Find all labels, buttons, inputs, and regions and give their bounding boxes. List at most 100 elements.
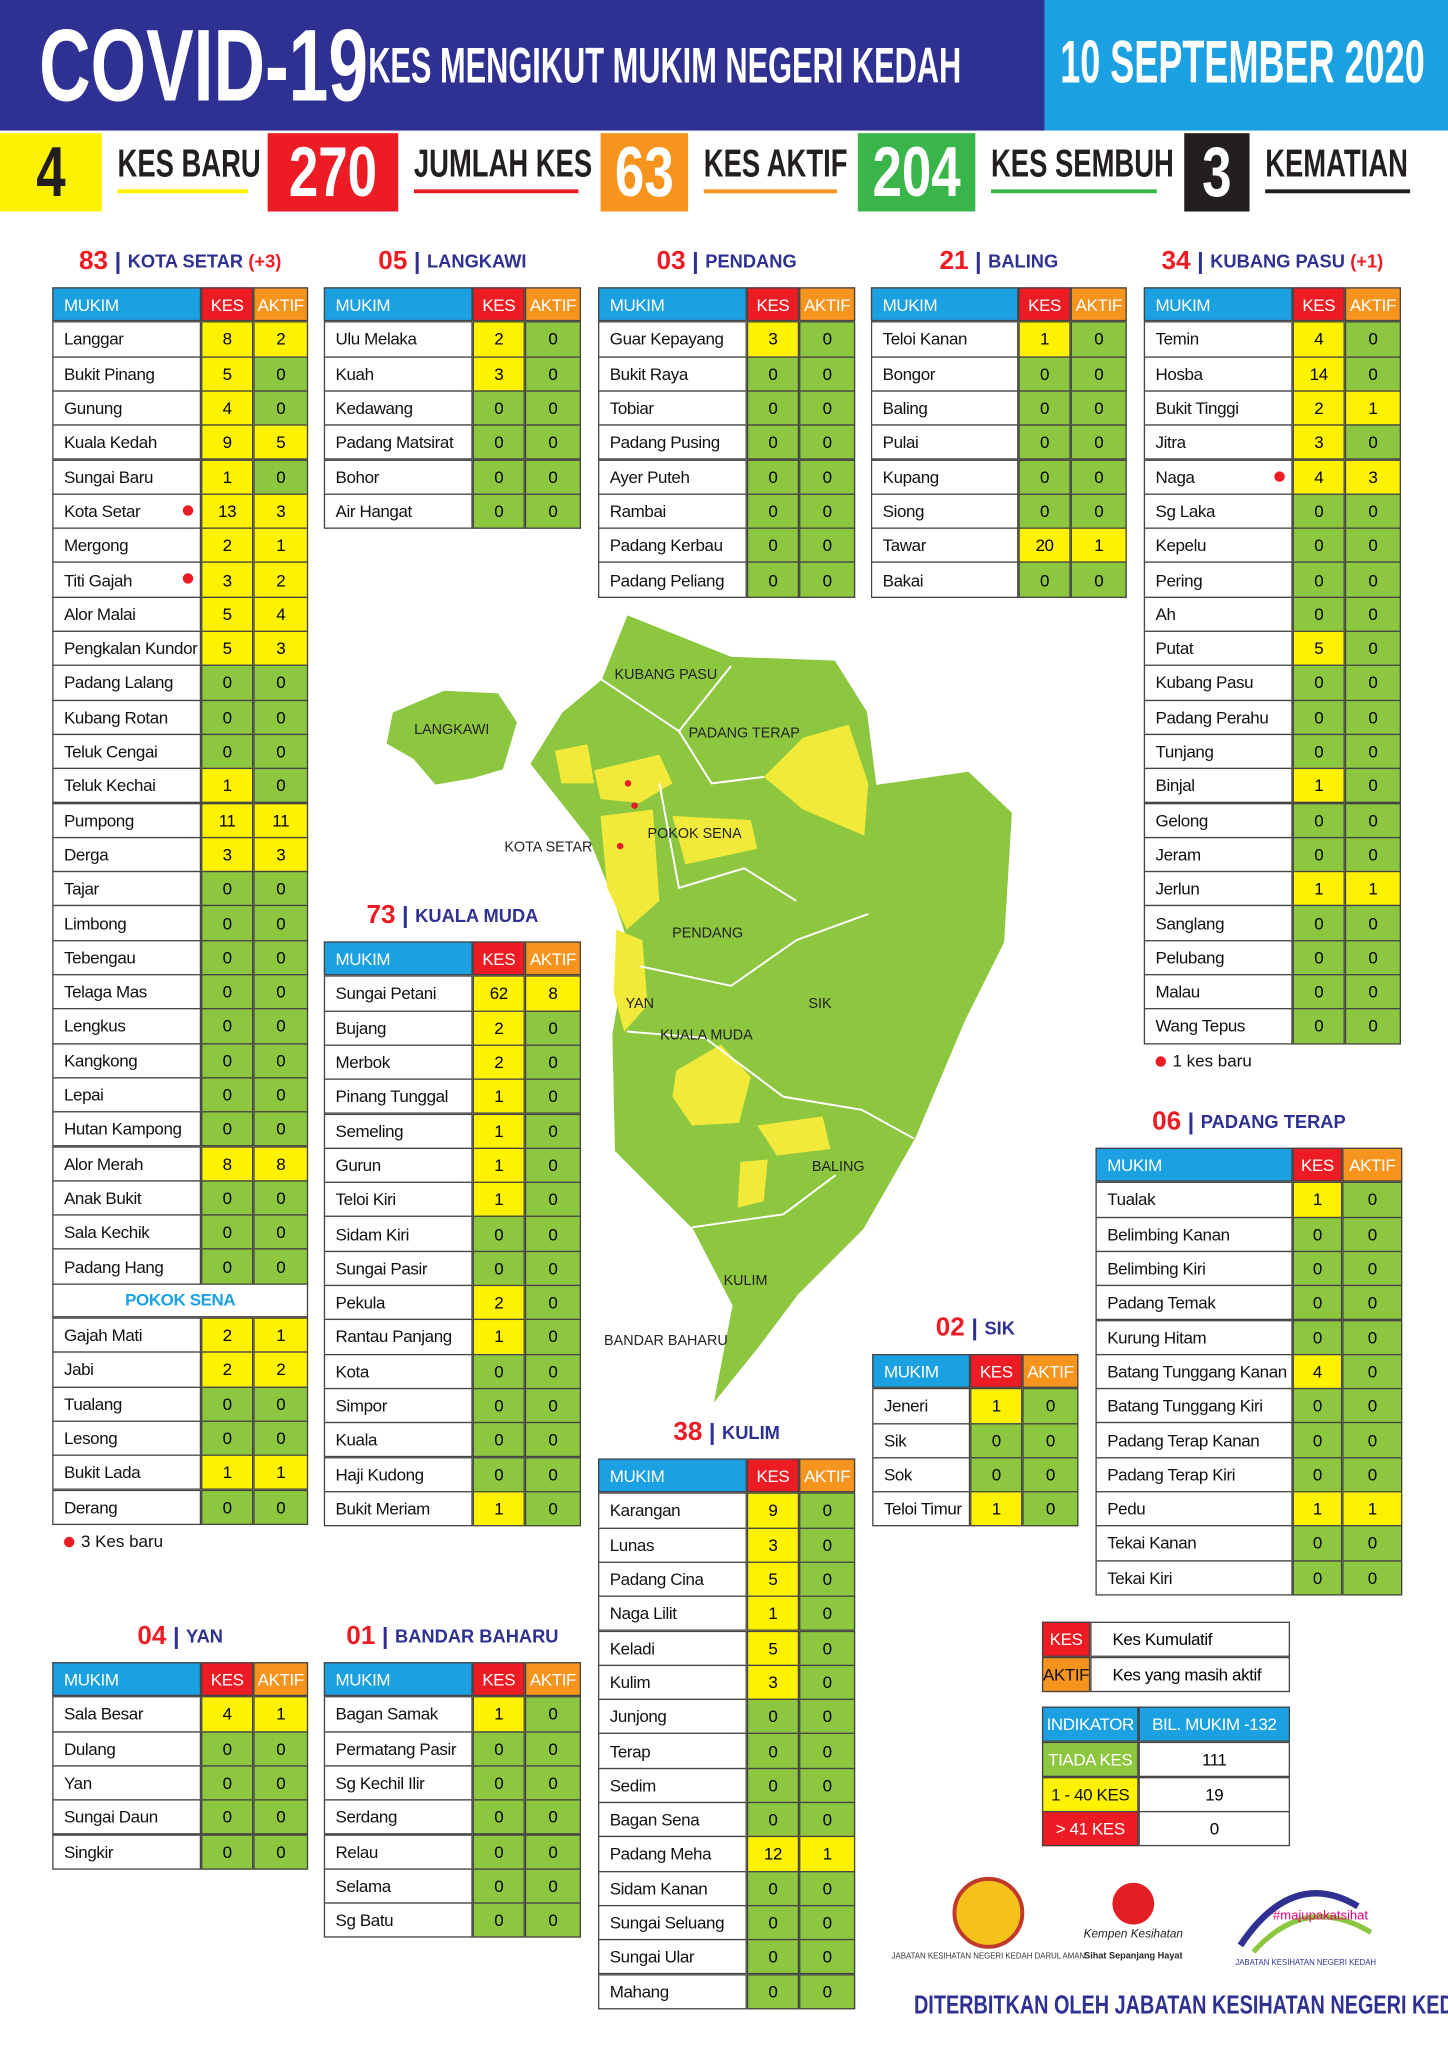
kes-cell: 1	[472, 1319, 525, 1355]
mukim-name: Kubang Pasu	[1143, 664, 1293, 701]
aktif-cell: 1	[1344, 871, 1401, 907]
aktif-cell: 2	[253, 561, 309, 598]
aktif-cell: 11	[253, 802, 309, 838]
aktif-cell: 0	[253, 733, 309, 770]
separator: |	[708, 1418, 716, 1445]
mukim-name: Sungai Pasir	[323, 1250, 473, 1287]
kes-cell: 0	[201, 1077, 254, 1113]
kes-cell: 0	[201, 1111, 254, 1148]
mukim-name: Baling	[870, 390, 1019, 426]
kes-cell: 1	[472, 1696, 525, 1733]
mukim-name: Naga Lilit	[598, 1595, 747, 1632]
case-dot	[631, 802, 638, 809]
mukim-name: Teluk Kechai	[52, 767, 202, 804]
col-header: AKTIF	[799, 1458, 856, 1493]
mukim-name: Bukit Lada	[52, 1454, 202, 1491]
mukim-name: Belimbing Kanan	[1095, 1216, 1293, 1253]
aktif-cell: 0	[1344, 939, 1401, 976]
mukim-name: Tekai Kanan	[1095, 1525, 1293, 1562]
kes-cell: 0	[1292, 733, 1345, 770]
footer: DITERBITKAN OLEH JABATAN KESIHATAN NEGER…	[913, 1991, 1448, 2020]
logo-text: Kempen Kesihatan	[1084, 1928, 1183, 1941]
kes-cell: 0	[201, 664, 254, 701]
mukim-name: Padang Terap Kanan	[1095, 1422, 1293, 1459]
aktif-cell: 0	[1342, 1285, 1403, 1321]
subtitle: KES MENGIKUT MUKIM NEGERI KEDAH	[368, 39, 962, 95]
kes-cell: 12	[746, 1836, 800, 1872]
mukim-name: Temin	[1143, 321, 1293, 358]
aktif-cell: 0	[799, 1492, 856, 1529]
kes-cell: 0	[472, 493, 525, 529]
map-label: BALING	[812, 1159, 865, 1175]
indicator-value: 19	[1138, 1776, 1291, 1812]
mukim-name: Padang Terap Kiri	[1095, 1456, 1293, 1493]
mukim-name: Pelubang	[1143, 939, 1293, 976]
mukim-name: Serdang	[323, 1799, 473, 1836]
district-count: 01	[346, 1621, 376, 1650]
aktif-cell: 0	[1344, 664, 1401, 701]
aktif-cell: 0	[524, 1422, 582, 1458]
kes-cell: 0	[746, 424, 800, 461]
col-header: KES	[746, 1458, 800, 1493]
kes-cell: 1	[472, 1078, 525, 1115]
mukim-name: Padang Pusing	[598, 424, 747, 461]
stat-value: 63	[614, 133, 674, 212]
kes-cell: 0	[201, 699, 254, 735]
indicator-value: 0	[1138, 1810, 1291, 1847]
mukim-name: Tawar	[870, 527, 1019, 564]
mukim-name: Tunjang	[1143, 733, 1293, 770]
separator: |	[692, 247, 699, 274]
district-count: 03	[656, 246, 686, 275]
indicator-header: INDIKATOR	[1041, 1706, 1139, 1742]
legend-key: AKTIF	[1041, 1656, 1091, 1692]
aktif-cell: 0	[253, 1180, 309, 1216]
kes-cell: 1	[201, 767, 254, 804]
mukim-name: Sungai Seluang	[598, 1904, 747, 1941]
mukim-name: Lesong	[52, 1420, 202, 1457]
kes-cell: 4	[1292, 321, 1345, 358]
aktif-cell: 1	[253, 1317, 309, 1354]
stat-box	[857, 133, 976, 212]
mukim-name: Pumpong	[52, 802, 202, 838]
new-case-dot	[182, 573, 194, 585]
kes-cell: 3	[1292, 424, 1345, 461]
kes-cell: 0	[970, 1456, 1023, 1493]
col-header: AKTIF	[524, 941, 582, 976]
col-header: AKTIF	[1342, 1147, 1403, 1183]
aktif-cell: 0	[1344, 836, 1401, 873]
separator: |	[413, 247, 421, 274]
aktif-cell: 0	[1342, 1250, 1403, 1287]
kes-cell: 3	[472, 355, 525, 392]
aktif-cell: 0	[799, 1630, 856, 1666]
aktif-cell: 0	[1022, 1422, 1079, 1459]
mukim-name: Kota	[323, 1353, 473, 1390]
mukim-name: Hosba	[1143, 355, 1293, 392]
kes-cell: 0	[472, 1422, 525, 1458]
col-header: MUKIM	[872, 1353, 971, 1389]
langkawi-shape	[383, 688, 520, 788]
mukim-name: Sg Laka	[1143, 493, 1293, 529]
mukim-name: Bukit Raya	[598, 355, 747, 392]
kes-cell: 0	[1292, 1319, 1343, 1356]
yellow-area	[757, 1116, 831, 1156]
mukim-name: Kubang Rotan	[52, 699, 202, 735]
kes-cell: 0	[472, 1730, 525, 1767]
district-title: 03 | PENDANG	[598, 243, 855, 280]
mukim-name: Lengkus	[52, 1008, 202, 1045]
kes-cell: 1	[746, 1595, 800, 1632]
aktif-cell: 0	[524, 1490, 582, 1527]
kes-cell: 0	[201, 1730, 254, 1767]
kes-cell: 2	[1292, 390, 1345, 426]
district-title: 02 | SIK	[872, 1310, 1078, 1347]
aktif-cell: 0	[253, 1386, 309, 1422]
kes-cell: 0	[201, 1420, 254, 1457]
mukim-name: Padang Lalang	[52, 664, 202, 701]
logos: JABATAN KESIHATAN NEGERI KEDAH DARUL AMA…	[892, 1876, 1376, 1967]
kes-cell: 4	[1292, 1353, 1343, 1390]
kes-cell: 1	[1292, 1182, 1343, 1218]
district-extra: (+3)	[248, 250, 282, 272]
aktif-cell: 0	[253, 1077, 309, 1113]
kes-cell: 0	[201, 1833, 254, 1870]
map-label: KULIM	[724, 1273, 768, 1289]
